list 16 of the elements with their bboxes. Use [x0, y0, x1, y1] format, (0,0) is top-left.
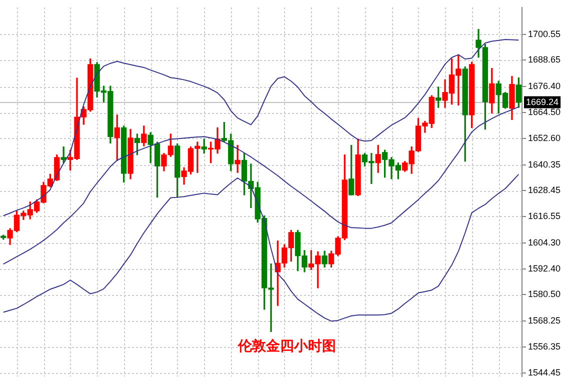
y-tick-label: 1604.30: [528, 238, 561, 248]
y-tick-label: 1688.65: [528, 54, 561, 65]
y-tick-label: 1544.45: [528, 367, 561, 378]
y-tick-label: 1652.60: [528, 132, 561, 143]
ref-line-label: 1669.24: [526, 96, 559, 107]
y-tick-label: 1592.40: [528, 263, 561, 274]
y-tick-label: 1640.35: [528, 159, 561, 170]
text: 伦敦金四小时图: [237, 337, 336, 354]
y-tick-label: 1700.55: [528, 28, 561, 39]
y-tick-label: 1568.25: [528, 316, 561, 326]
y-tick-label: 1616.55: [528, 210, 561, 221]
y-tick-label: 1628.45: [528, 185, 561, 196]
y-tick-label: 1580.50: [528, 289, 561, 300]
y-tick-label: 1556.35: [528, 341, 561, 352]
y-tick-label: 1664.50: [528, 107, 561, 118]
y-tick-label: 1676.40: [528, 81, 561, 92]
